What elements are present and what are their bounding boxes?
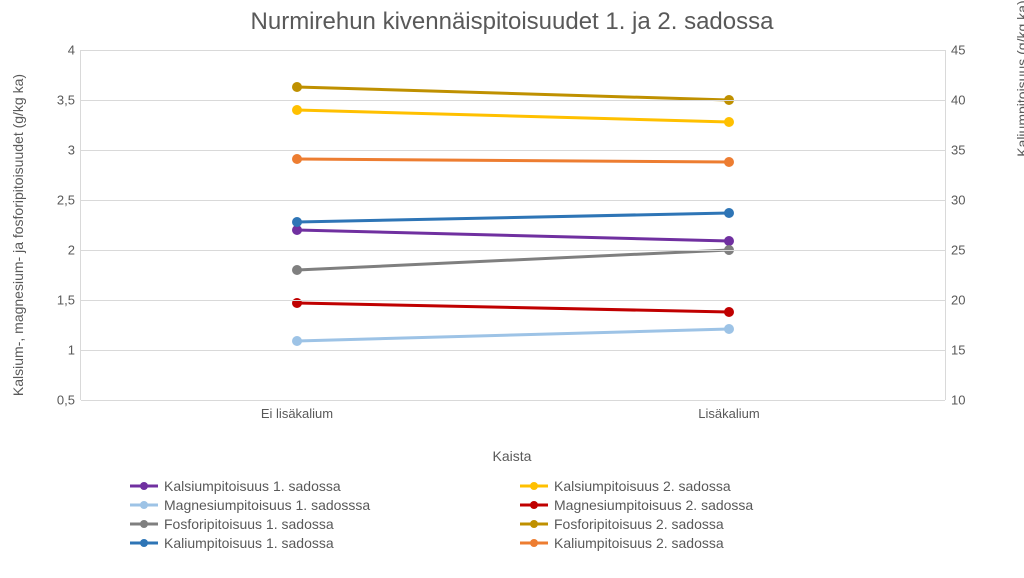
gridline	[81, 50, 945, 51]
ytick-right: 25	[951, 243, 991, 258]
series-marker	[724, 157, 734, 167]
ytick-left: 0,5	[35, 393, 75, 408]
series-line	[297, 230, 729, 241]
ytick-right: 35	[951, 143, 991, 158]
gridline	[81, 100, 945, 101]
legend-swatch	[130, 517, 158, 531]
series-marker	[292, 154, 302, 164]
series-line	[297, 110, 729, 122]
ytick-right: 40	[951, 93, 991, 108]
series-marker	[292, 217, 302, 227]
legend-label: Kalsiumpitoisuus 1. sadossa	[164, 478, 341, 494]
legend-item: Fosforipitoisuus 2. sadossa	[520, 516, 910, 532]
series-line	[297, 329, 729, 341]
ytick-right: 45	[951, 43, 991, 58]
series-marker	[724, 236, 734, 246]
legend-swatch	[520, 536, 548, 550]
legend-item: Fosforipitoisuus 1. sadossa	[130, 516, 520, 532]
ytick-left: 4	[35, 43, 75, 58]
series-marker	[292, 336, 302, 346]
legend-label: Magnesiumpitoisuus 1. sadosssa	[164, 497, 370, 513]
legend-swatch	[520, 498, 548, 512]
xtick: Lisäkalium	[698, 406, 759, 421]
legend-item: Kalsiumpitoisuus 2. sadossa	[520, 478, 910, 494]
x-axis-label: Kaista	[0, 448, 1024, 464]
series-marker	[292, 82, 302, 92]
series-line	[297, 213, 729, 222]
legend-item: Kaliumpitoisuus 2. sadossa	[520, 535, 910, 551]
series-lines	[81, 50, 945, 400]
legend-swatch	[520, 517, 548, 531]
legend-label: Kaliumpitoisuus 2. sadossa	[554, 535, 724, 551]
legend-label: Fosforipitoisuus 1. sadossa	[164, 516, 334, 532]
legend-swatch	[520, 479, 548, 493]
series-line	[297, 250, 729, 270]
ytick-left: 1	[35, 343, 75, 358]
series-line	[297, 159, 729, 162]
legend-label: Kaliumpitoisuus 1. sadossa	[164, 535, 334, 551]
chart-title: Nurmirehun kivennäispitoisuudet 1. ja 2.…	[0, 8, 1024, 36]
gridline	[81, 200, 945, 201]
gridline	[81, 250, 945, 251]
gridline	[81, 150, 945, 151]
plot-area: 0,5101151,5202252,5303353,540445Ei lisäk…	[80, 50, 946, 400]
chart-container: Nurmirehun kivennäispitoisuudet 1. ja 2.…	[0, 0, 1024, 578]
ytick-right: 15	[951, 343, 991, 358]
legend-item: Magnesiumpitoisuus 2. sadossa	[520, 497, 910, 513]
legend-item: Kalsiumpitoisuus 1. sadossa	[130, 478, 520, 494]
legend-item: Kaliumpitoisuus 1. sadossa	[130, 535, 520, 551]
series-marker	[724, 307, 734, 317]
ytick-left: 3,5	[35, 93, 75, 108]
legend-item: Magnesiumpitoisuus 1. sadosssa	[130, 497, 520, 513]
series-marker	[724, 117, 734, 127]
ytick-left: 2,5	[35, 193, 75, 208]
legend-label: Magnesiumpitoisuus 2. sadossa	[554, 497, 753, 513]
series-marker	[724, 208, 734, 218]
legend-label: Fosforipitoisuus 2. sadossa	[554, 516, 724, 532]
ytick-right: 30	[951, 193, 991, 208]
gridline	[81, 300, 945, 301]
ytick-right: 10	[951, 393, 991, 408]
series-line	[297, 87, 729, 100]
series-marker	[292, 265, 302, 275]
legend-label: Kalsiumpitoisuus 2. sadossa	[554, 478, 731, 494]
legend: Kalsiumpitoisuus 1. sadossa Kalsiumpitois…	[130, 478, 910, 554]
legend-swatch	[130, 536, 158, 550]
ytick-right: 20	[951, 293, 991, 308]
gridline	[81, 400, 945, 401]
series-line	[297, 303, 729, 312]
legend-swatch	[130, 479, 158, 493]
gridline	[81, 350, 945, 351]
series-marker	[724, 324, 734, 334]
xtick: Ei lisäkalium	[261, 406, 333, 421]
ytick-left: 1,5	[35, 293, 75, 308]
series-marker	[292, 105, 302, 115]
legend-swatch	[130, 498, 158, 512]
ytick-left: 2	[35, 243, 75, 258]
ytick-left: 3	[35, 143, 75, 158]
